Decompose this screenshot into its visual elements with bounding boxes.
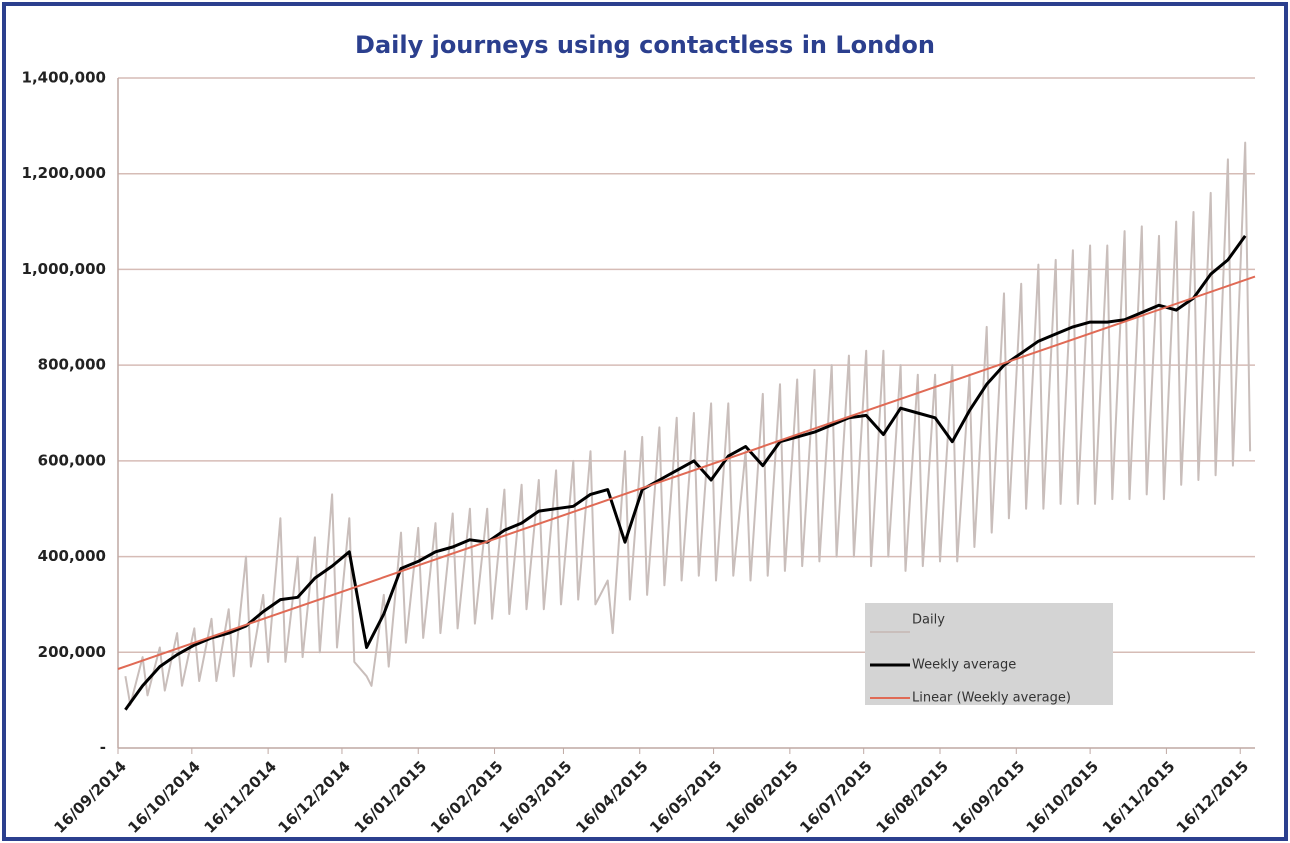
y-tick-label: - [100, 739, 106, 757]
legend-label: Daily [912, 613, 945, 628]
legend-box [865, 603, 1113, 705]
y-tick-label: 1,400,000 [22, 69, 106, 87]
legend-label: Weekly average [912, 658, 1016, 673]
y-tick-label: 1,200,000 [22, 164, 106, 182]
series-line [124, 235, 1247, 711]
legend-label: Linear (Weekly average) [912, 691, 1071, 706]
title-box [300, 22, 990, 68]
y-tick-label: 800,000 [38, 356, 106, 374]
y-tick-label: 400,000 [38, 547, 106, 565]
series-line [117, 275, 1256, 670]
y-tick-label: 600,000 [38, 451, 106, 469]
y-tick-label: 1,000,000 [22, 260, 106, 278]
y-tick-label: 200,000 [38, 643, 106, 661]
legend: Daily Weekly average Linear (Weekly averag… [865, 603, 1113, 706]
chart-title: Daily journeys using contactless in Lond… [355, 31, 935, 59]
series-line [124, 141, 1252, 706]
